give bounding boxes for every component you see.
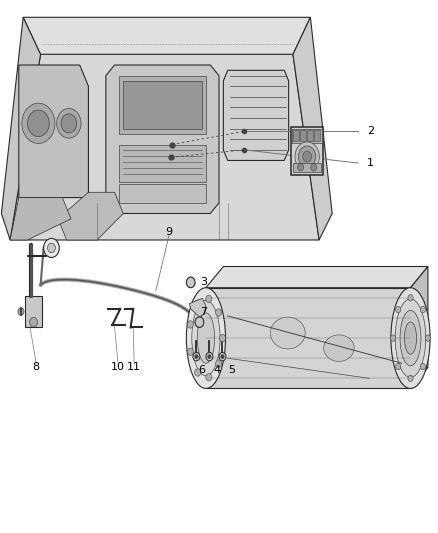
Bar	[307, 130, 313, 141]
Bar	[119, 184, 206, 203]
Text: 4: 4	[213, 365, 220, 375]
Circle shape	[22, 103, 55, 143]
Circle shape	[206, 374, 212, 381]
Circle shape	[44, 238, 59, 257]
Circle shape	[206, 295, 212, 303]
Circle shape	[61, 114, 77, 133]
Circle shape	[208, 354, 211, 359]
Circle shape	[396, 364, 401, 370]
Text: 11: 11	[127, 362, 141, 372]
Polygon shape	[10, 54, 319, 240]
Ellipse shape	[395, 299, 426, 377]
Polygon shape	[206, 266, 428, 288]
Text: 3: 3	[200, 277, 207, 287]
Circle shape	[311, 164, 317, 171]
Circle shape	[193, 352, 200, 361]
Circle shape	[396, 306, 401, 313]
Polygon shape	[189, 298, 206, 317]
Circle shape	[425, 335, 431, 341]
Bar	[300, 130, 306, 141]
Circle shape	[215, 309, 222, 316]
Circle shape	[57, 109, 81, 138]
Bar	[123, 81, 201, 128]
Bar	[292, 128, 322, 143]
Text: 5: 5	[229, 365, 236, 375]
Circle shape	[420, 364, 425, 370]
Circle shape	[303, 151, 311, 162]
Bar	[314, 130, 321, 141]
Circle shape	[47, 243, 55, 253]
Ellipse shape	[404, 322, 417, 354]
Circle shape	[391, 335, 396, 341]
Bar	[293, 130, 299, 141]
Circle shape	[298, 146, 316, 167]
Ellipse shape	[400, 310, 421, 366]
Circle shape	[186, 277, 195, 288]
Circle shape	[194, 369, 201, 376]
Bar	[293, 163, 321, 172]
Circle shape	[18, 308, 24, 316]
Text: 10: 10	[111, 362, 125, 372]
Text: 6: 6	[198, 365, 205, 375]
Polygon shape	[23, 17, 311, 54]
Ellipse shape	[270, 317, 305, 349]
Polygon shape	[293, 17, 332, 240]
Ellipse shape	[324, 335, 354, 361]
Circle shape	[194, 354, 198, 359]
Circle shape	[221, 354, 224, 359]
Circle shape	[194, 300, 201, 308]
Text: 2: 2	[367, 126, 374, 136]
Bar	[119, 144, 206, 182]
Polygon shape	[206, 288, 410, 389]
Text: 1: 1	[367, 158, 374, 168]
Polygon shape	[206, 367, 428, 389]
FancyBboxPatch shape	[291, 127, 323, 175]
Text: 7: 7	[200, 306, 207, 317]
Polygon shape	[223, 70, 289, 160]
Polygon shape	[1, 17, 41, 240]
Circle shape	[215, 360, 222, 367]
Circle shape	[28, 110, 49, 136]
Ellipse shape	[192, 300, 220, 376]
Text: 8: 8	[33, 362, 40, 372]
Circle shape	[195, 317, 204, 327]
Circle shape	[206, 352, 213, 361]
Circle shape	[295, 142, 319, 172]
Circle shape	[297, 164, 304, 171]
Bar	[119, 76, 206, 134]
Polygon shape	[19, 65, 88, 198]
Polygon shape	[410, 266, 428, 389]
Polygon shape	[58, 192, 123, 240]
Text: 9: 9	[166, 227, 173, 237]
Circle shape	[408, 295, 413, 301]
Polygon shape	[25, 296, 42, 327]
Circle shape	[219, 352, 226, 361]
Ellipse shape	[197, 313, 215, 364]
Circle shape	[420, 306, 425, 313]
Ellipse shape	[391, 288, 430, 389]
Circle shape	[30, 317, 38, 327]
Circle shape	[187, 321, 194, 328]
Ellipse shape	[186, 288, 226, 389]
Circle shape	[219, 334, 226, 342]
Polygon shape	[106, 65, 219, 214]
Circle shape	[408, 375, 413, 382]
Circle shape	[187, 348, 194, 356]
Polygon shape	[10, 198, 71, 240]
